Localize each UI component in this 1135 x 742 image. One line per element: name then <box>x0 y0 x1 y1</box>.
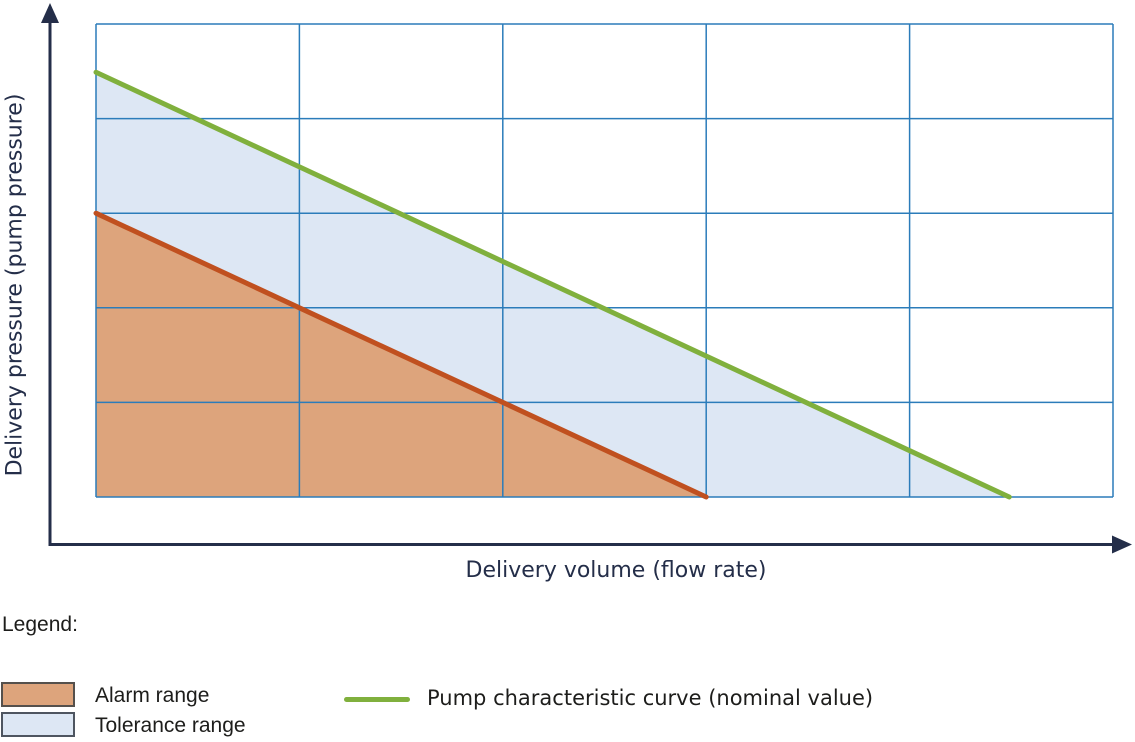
x-axis-label: Delivery volume (flow rate) <box>465 558 767 583</box>
alarm-range-swatch <box>1 682 75 707</box>
alarm-range-boundary-line <box>93 210 709 500</box>
x-axis <box>48 535 1132 554</box>
tolerance-range-swatch <box>1 712 75 737</box>
x-axis-arrowhead <box>1112 535 1132 554</box>
legend-title: Legend: <box>2 613 78 636</box>
y-axis <box>41 3 59 546</box>
chart-area: Delivery pressure (pump pressure) Delive… <box>2 3 1132 583</box>
legend: Legend: Alarm range Tolerance range Pump… <box>0 600 1135 742</box>
pump-characteristic-curve-nominal-value-line <box>93 69 1012 500</box>
y-axis-arrowhead <box>41 3 59 23</box>
nominal-curve-label: Pump characteristic curve (nominal value… <box>427 686 874 710</box>
plot-svg <box>41 3 1132 554</box>
tolerance-range-label: Tolerance range <box>95 714 246 737</box>
nominal-curve-swatch <box>344 697 410 702</box>
y-axis-label: Delivery pressure (pump pressure) <box>2 93 28 477</box>
alarm-range-label: Alarm range <box>95 684 210 707</box>
